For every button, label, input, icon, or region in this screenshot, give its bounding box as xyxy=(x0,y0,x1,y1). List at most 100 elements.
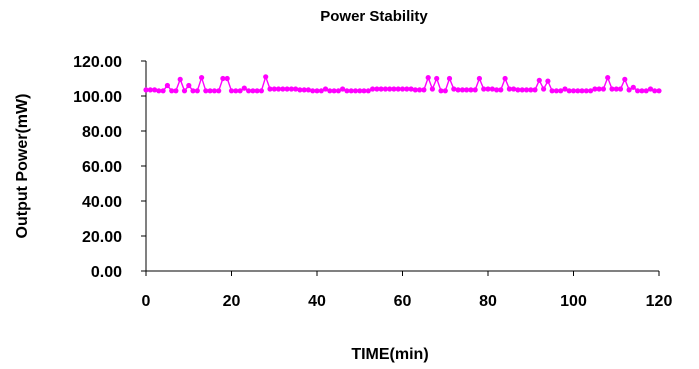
data-point xyxy=(545,78,551,84)
data-point xyxy=(177,76,183,82)
data-point xyxy=(391,86,397,92)
data-point xyxy=(455,87,461,93)
data-point xyxy=(498,87,504,93)
data-point xyxy=(421,87,427,93)
data-point xyxy=(318,88,324,94)
data-point xyxy=(523,87,530,93)
data-point xyxy=(558,88,564,94)
data-point xyxy=(451,86,457,92)
data-point xyxy=(374,86,380,92)
data-point xyxy=(425,75,431,81)
data-point xyxy=(622,76,628,82)
data-point xyxy=(181,88,188,94)
y-tick-label: 0.00 xyxy=(91,264,122,281)
y-tick-label: 80.00 xyxy=(82,124,122,141)
data-point xyxy=(216,88,222,94)
data-point xyxy=(600,86,607,92)
data-point xyxy=(237,88,243,94)
data-point xyxy=(147,87,153,93)
data-point xyxy=(549,88,555,94)
x-tick-label: 40 xyxy=(308,293,326,310)
data-point xyxy=(412,87,418,93)
data-point xyxy=(246,88,252,94)
data-point xyxy=(370,86,376,92)
data-point xyxy=(442,88,448,94)
data-point xyxy=(361,88,367,94)
x-axis-label: TIME(min) xyxy=(351,346,428,363)
data-point xyxy=(459,87,465,93)
data-point xyxy=(588,88,594,94)
data-point xyxy=(344,88,350,94)
data-point xyxy=(263,74,269,80)
data-point xyxy=(365,88,371,94)
data-point xyxy=(575,88,581,94)
data-point xyxy=(506,86,512,92)
data-point xyxy=(639,88,645,94)
data-point xyxy=(169,88,175,94)
data-point xyxy=(579,88,585,94)
data-point xyxy=(288,86,294,92)
data-point xyxy=(160,88,166,94)
data-point xyxy=(340,86,346,92)
data-point xyxy=(592,86,598,92)
data-point xyxy=(481,86,487,92)
data-point xyxy=(378,86,384,92)
data-point xyxy=(438,88,444,94)
data-point xyxy=(382,86,388,92)
data-point xyxy=(293,86,299,92)
chart-title: Power Stability xyxy=(320,8,428,25)
x-tick-label: 60 xyxy=(394,293,412,310)
data-point xyxy=(617,86,624,92)
data-point xyxy=(485,86,491,92)
x-tick-label: 100 xyxy=(560,293,587,310)
data-point xyxy=(335,88,341,94)
data-point xyxy=(310,88,316,94)
data-point xyxy=(267,86,273,92)
y-tick-label: 60.00 xyxy=(82,159,122,176)
data-point xyxy=(387,86,393,92)
data-point xyxy=(301,87,307,93)
data-point xyxy=(258,88,264,94)
data-point xyxy=(553,88,560,94)
series-group xyxy=(143,74,662,94)
data-point xyxy=(519,87,525,93)
data-point xyxy=(605,75,611,81)
data-point xyxy=(656,88,662,94)
data-point xyxy=(207,88,213,94)
data-point xyxy=(630,84,636,90)
data-point xyxy=(395,86,401,92)
data-point xyxy=(583,88,589,94)
data-point xyxy=(652,88,658,94)
data-point xyxy=(528,87,534,93)
data-point xyxy=(515,87,521,93)
data-point xyxy=(570,88,577,94)
data-point xyxy=(613,86,619,92)
data-point xyxy=(626,87,632,93)
data-point xyxy=(297,87,303,93)
data-point xyxy=(152,87,158,93)
data-point xyxy=(596,86,602,92)
data-point xyxy=(562,86,568,92)
data-point xyxy=(532,87,538,93)
data-point xyxy=(489,86,495,92)
data-point xyxy=(510,86,517,92)
data-point xyxy=(314,88,320,94)
x-tick-label: 20 xyxy=(223,293,241,310)
axis-ticks: 0.00 20.00 40.00 60.00 80.00 100.00 120.00 0 20 4… xyxy=(73,54,672,310)
data-point xyxy=(173,88,179,94)
data-point xyxy=(417,87,423,93)
data-point xyxy=(494,87,500,93)
y-axis-label: Output Power(mW) xyxy=(14,94,31,239)
data-point xyxy=(250,88,256,94)
y-tick-label: 100.00 xyxy=(73,89,122,106)
data-point xyxy=(327,88,333,94)
data-point xyxy=(434,75,440,82)
data-point xyxy=(280,86,286,92)
data-point xyxy=(348,88,354,94)
y-tick-label: 120.00 xyxy=(73,54,122,71)
y-tick-label: 20.00 xyxy=(82,229,122,246)
data-point xyxy=(404,86,410,92)
data-point xyxy=(156,88,162,94)
data-point xyxy=(224,75,230,82)
